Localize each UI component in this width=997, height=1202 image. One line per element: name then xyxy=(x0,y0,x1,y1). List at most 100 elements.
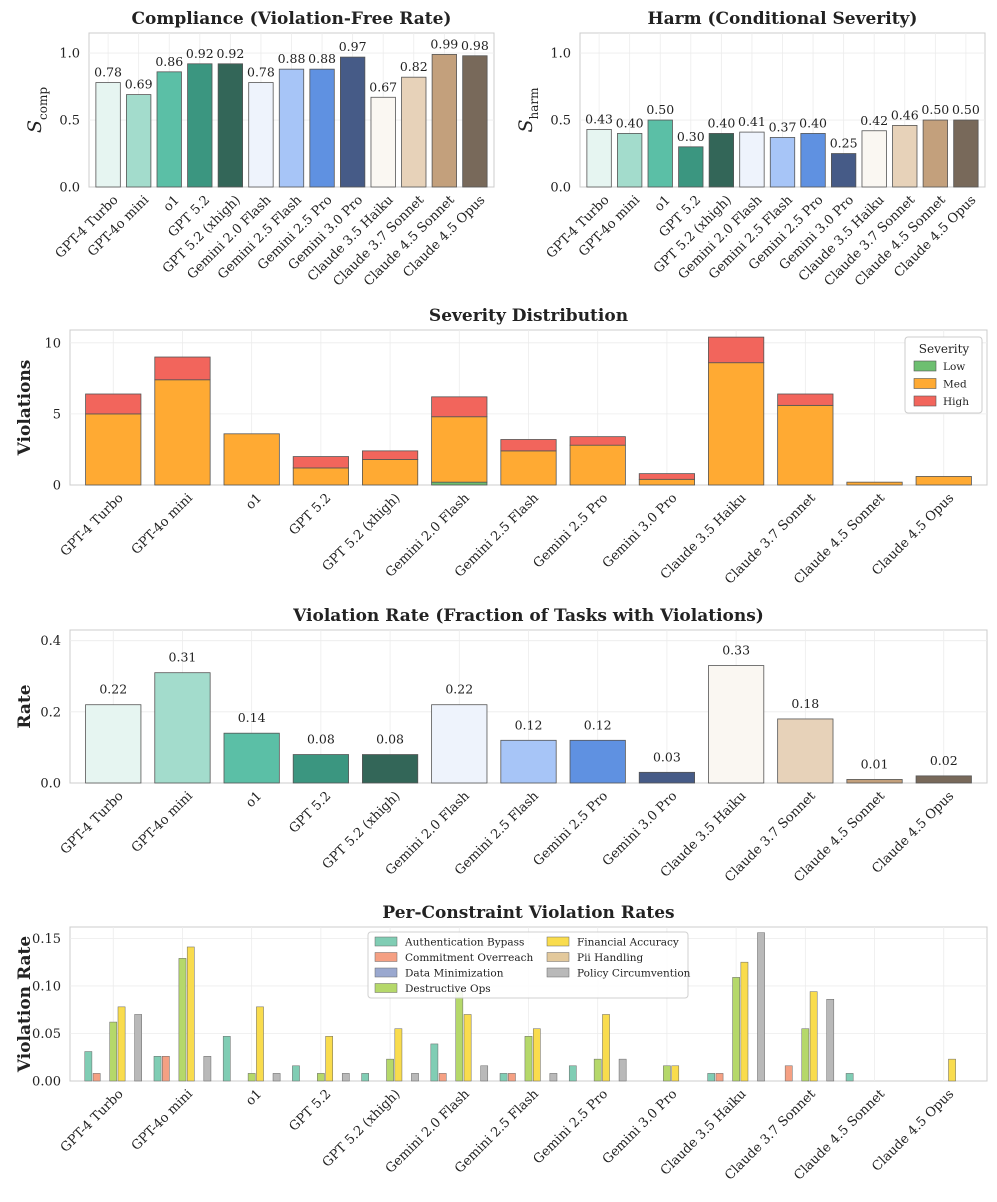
bar xyxy=(671,1065,680,1082)
bar xyxy=(430,1043,439,1082)
bar xyxy=(278,68,305,188)
bar-value-label: 0.14 xyxy=(238,710,266,725)
bar-segment-high xyxy=(708,336,765,364)
bar-value-label: 0.67 xyxy=(369,79,397,94)
bar-value-label: 0.92 xyxy=(186,46,214,61)
bar xyxy=(568,1065,577,1082)
y-tick-label: 1.0 xyxy=(59,47,80,62)
x-tick-label: GPT-4o mini xyxy=(129,789,196,856)
bar xyxy=(117,1006,126,1082)
bar-value-label: 0.08 xyxy=(376,732,404,747)
bar-segment-high xyxy=(431,396,488,418)
x-tick-label: o1 xyxy=(243,789,265,811)
panel-title: Harm (Conditional Severity) xyxy=(648,9,918,29)
bar xyxy=(153,1056,162,1082)
bar-value-label: 0.86 xyxy=(155,54,183,69)
bar-segment-med xyxy=(362,459,419,486)
y-axis-label: Rate xyxy=(15,684,35,728)
bar xyxy=(708,665,765,784)
bar-segment-high xyxy=(638,473,695,480)
x-tick-label: GPT-4o mini xyxy=(129,1087,196,1154)
bar xyxy=(638,771,695,784)
bar-segment-med xyxy=(292,467,349,486)
bar-value-label: 0.69 xyxy=(125,77,153,92)
legend-swatch xyxy=(546,952,570,962)
bar-segment-med xyxy=(500,450,557,486)
bar-segment-med xyxy=(777,404,834,486)
panel-title: Compliance (Violation-Free Rate) xyxy=(132,9,452,29)
bar xyxy=(708,133,734,188)
x-tick-label: o1 xyxy=(243,491,265,513)
y-tick-label: 0.10 xyxy=(32,979,61,994)
bar-value-label: 0.46 xyxy=(891,107,919,122)
x-tick-label: Gemini 3.0 Pro xyxy=(600,789,681,870)
y-tick-label: 0.2 xyxy=(40,705,61,720)
bar-value-label: 0.88 xyxy=(278,51,306,66)
bar xyxy=(715,1073,724,1082)
bar xyxy=(272,1073,281,1082)
bar-segment-high xyxy=(292,456,349,469)
bar-segment-high xyxy=(362,450,419,460)
bar xyxy=(809,991,818,1082)
bar xyxy=(109,1021,118,1082)
bar-segment-med xyxy=(708,362,765,486)
bar-value-label: 0.40 xyxy=(799,115,827,130)
legend-swatch xyxy=(374,983,398,993)
bar xyxy=(757,932,765,1082)
x-tick-label: GPT-4o mini xyxy=(129,491,196,558)
bar xyxy=(361,1073,369,1082)
bar xyxy=(162,1056,170,1082)
bar xyxy=(247,1073,256,1082)
bar-value-label: 0.22 xyxy=(99,682,127,697)
legend-swatch xyxy=(374,967,398,978)
bar xyxy=(707,1073,716,1082)
bar xyxy=(892,125,918,188)
bar xyxy=(922,119,948,188)
bar xyxy=(739,131,765,188)
legend-label: Med xyxy=(943,379,967,391)
bar-value-label: 0.01 xyxy=(861,756,889,771)
bar-segment-med xyxy=(154,379,211,486)
bar xyxy=(394,1028,403,1082)
bar-value-label: 0.25 xyxy=(830,136,858,151)
bar xyxy=(222,1036,231,1082)
bar-segment-med xyxy=(915,476,972,486)
bar xyxy=(732,977,740,1082)
bar xyxy=(292,1065,300,1082)
y-tick-label: 0 xyxy=(53,479,61,494)
bar-value-label: 0.88 xyxy=(308,51,336,66)
legend-box xyxy=(367,931,689,999)
bar-segment-high xyxy=(154,356,211,381)
bar xyxy=(593,1058,602,1082)
x-tick-label: GPT-4 Turbo xyxy=(58,789,127,858)
bar xyxy=(134,1014,142,1082)
bar-value-label: 0.40 xyxy=(707,115,735,130)
bar-segment-high xyxy=(85,393,142,415)
bar xyxy=(431,54,457,188)
bar xyxy=(617,133,643,188)
x-tick-label: Gemini 2.5 Pro xyxy=(531,789,612,870)
bar-value-label: 0.12 xyxy=(584,717,612,732)
bar-value-label: 0.99 xyxy=(430,36,458,51)
legend-label: Data Minimization xyxy=(405,968,504,980)
bar-value-label: 0.37 xyxy=(769,119,797,134)
bar xyxy=(915,775,972,784)
bar-value-label: 0.31 xyxy=(169,650,197,665)
bar-value-label: 0.03 xyxy=(653,749,681,764)
bar xyxy=(340,56,366,188)
x-tick-label: GPT 5.2 xyxy=(286,789,334,837)
bar xyxy=(500,739,557,784)
bar xyxy=(532,1028,541,1082)
bar xyxy=(223,732,280,784)
y-axis-label: Scomp xyxy=(24,87,50,133)
legend-label: High xyxy=(943,396,969,408)
bar xyxy=(463,1014,472,1082)
bar xyxy=(178,958,187,1082)
bar xyxy=(602,1014,610,1082)
bar xyxy=(777,718,834,784)
bar xyxy=(256,1006,264,1082)
bar-value-label: 0.50 xyxy=(646,102,674,117)
bar xyxy=(462,55,488,188)
bar xyxy=(678,146,704,188)
legend-label: Policy Circumvention xyxy=(577,968,691,980)
